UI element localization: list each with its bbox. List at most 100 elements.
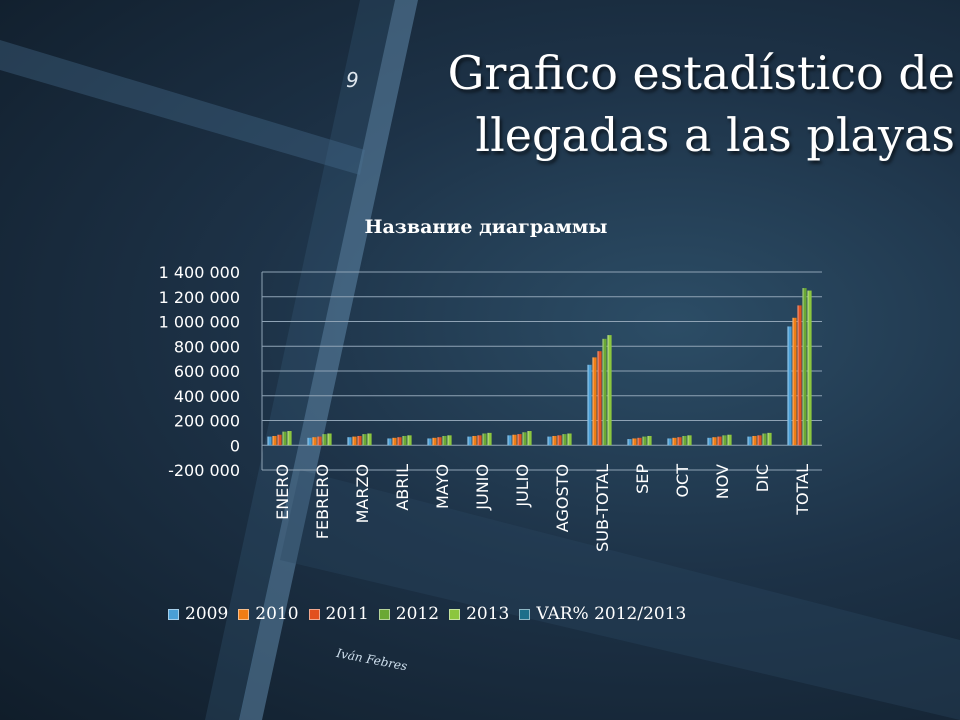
bar-highlight bbox=[402, 435, 404, 446]
bar-highlight bbox=[517, 434, 519, 446]
x-tick-label: JUNIO bbox=[473, 464, 492, 511]
x-tick-label: JULIO bbox=[513, 464, 532, 508]
bar-highlight bbox=[637, 437, 639, 446]
bar-2013 bbox=[567, 433, 572, 446]
bar-highlight bbox=[477, 435, 479, 446]
y-tick-label: 400 000 bbox=[174, 387, 240, 406]
bar-highlight bbox=[407, 435, 409, 446]
bar-highlight bbox=[707, 437, 709, 446]
y-tick-label: 200 000 bbox=[174, 412, 240, 431]
legend-label: 2012 bbox=[395, 604, 440, 624]
bar-highlight bbox=[352, 436, 354, 446]
bar-2013 bbox=[807, 290, 812, 446]
bar-highlight bbox=[527, 431, 529, 446]
bar-highlight bbox=[437, 437, 439, 446]
bar-2010 bbox=[312, 437, 317, 446]
gridlines bbox=[261, 271, 822, 471]
bar-2012 bbox=[602, 338, 607, 446]
bar-2012 bbox=[722, 435, 727, 446]
y-tick-label: 800 000 bbox=[174, 337, 240, 356]
slide-title-line2: llegadas a las playas bbox=[475, 108, 955, 162]
bar-2012 bbox=[562, 434, 567, 446]
legend-swatch bbox=[519, 608, 531, 620]
bar-2012 bbox=[442, 435, 447, 446]
bar-2011 bbox=[277, 434, 282, 446]
bar-2012 bbox=[802, 288, 807, 446]
bar-highlight bbox=[727, 434, 729, 446]
bar-highlight bbox=[567, 433, 569, 446]
bar-2013 bbox=[527, 431, 532, 446]
bar-2009 bbox=[307, 437, 312, 446]
bar-highlight bbox=[432, 437, 434, 446]
x-tick-label: SEP bbox=[633, 464, 652, 494]
bar-highlight bbox=[547, 436, 549, 446]
bar-2011 bbox=[477, 435, 482, 446]
bar-2011 bbox=[717, 436, 722, 446]
bar-highlight bbox=[482, 433, 484, 446]
bar-highlight bbox=[397, 437, 399, 446]
y-tick-label: -200 000 bbox=[168, 461, 240, 480]
bar-2010 bbox=[792, 317, 797, 446]
bar-highlight bbox=[687, 435, 689, 446]
x-tick-label: FEBRERO bbox=[313, 464, 332, 539]
legend-item: 2011 bbox=[308, 604, 369, 624]
bar-2010 bbox=[632, 438, 637, 446]
bar-highlight bbox=[312, 437, 314, 446]
bar-2013 bbox=[447, 435, 452, 446]
bar-highlight bbox=[507, 435, 509, 446]
bar-2010 bbox=[552, 435, 557, 446]
bar-highlight bbox=[467, 436, 469, 446]
bar-2013 bbox=[647, 435, 652, 446]
bar-2012 bbox=[402, 435, 407, 446]
bar-2013 bbox=[327, 433, 332, 446]
slide-title-line1: Grafico estadístico de bbox=[447, 46, 955, 100]
bar-highlight bbox=[757, 435, 759, 446]
legend-item: 2012 bbox=[378, 604, 440, 624]
y-tick-label: 1 200 000 bbox=[159, 288, 240, 307]
bar-highlight bbox=[562, 434, 564, 446]
bar-highlight bbox=[272, 435, 274, 446]
bar-highlight bbox=[627, 439, 629, 446]
bar-2009 bbox=[347, 437, 352, 446]
bar-2011 bbox=[677, 437, 682, 446]
bar-2013 bbox=[687, 435, 692, 446]
bar-2009 bbox=[787, 326, 792, 446]
y-tick-label: 0 bbox=[230, 436, 240, 455]
bar-2009 bbox=[627, 439, 632, 446]
y-tick-label: 600 000 bbox=[174, 362, 240, 381]
legend-label: VAR% 2012/2013 bbox=[536, 604, 687, 624]
bar-highlight bbox=[717, 436, 719, 446]
bar-2012 bbox=[362, 434, 367, 446]
bar-2012 bbox=[482, 433, 487, 446]
bar-2011 bbox=[357, 435, 362, 446]
legend-item: VAR% 2012/2013 bbox=[519, 604, 686, 624]
bar-highlight bbox=[282, 431, 284, 446]
bar-highlight bbox=[362, 434, 364, 446]
chart-title: Название диаграммы bbox=[364, 216, 608, 238]
y-tick-label: 1 400 000 bbox=[159, 263, 240, 282]
bar-2009 bbox=[547, 436, 552, 446]
x-tick-label: DIC bbox=[753, 464, 772, 492]
bar-2011 bbox=[557, 435, 562, 446]
bar-highlight bbox=[387, 438, 389, 446]
bar-2010 bbox=[512, 434, 517, 446]
legend-item: 2010 bbox=[238, 604, 299, 624]
x-tick-label: NOV bbox=[713, 464, 732, 499]
bar-highlight bbox=[762, 433, 764, 446]
bar-2013 bbox=[767, 432, 772, 446]
bar-highlight bbox=[642, 436, 644, 446]
bar-highlight bbox=[722, 435, 724, 446]
bar-highlight bbox=[787, 326, 789, 446]
bar-highlight bbox=[767, 432, 769, 446]
bar-2011 bbox=[757, 435, 762, 446]
bar-2011 bbox=[397, 437, 402, 446]
bar-2012 bbox=[522, 432, 527, 446]
bar-highlight bbox=[807, 290, 809, 446]
bar-highlight bbox=[552, 435, 554, 446]
bar-2010 bbox=[672, 437, 677, 446]
bar-2010 bbox=[272, 435, 277, 446]
bar-highlight bbox=[392, 437, 394, 446]
bar-2009 bbox=[467, 436, 472, 446]
